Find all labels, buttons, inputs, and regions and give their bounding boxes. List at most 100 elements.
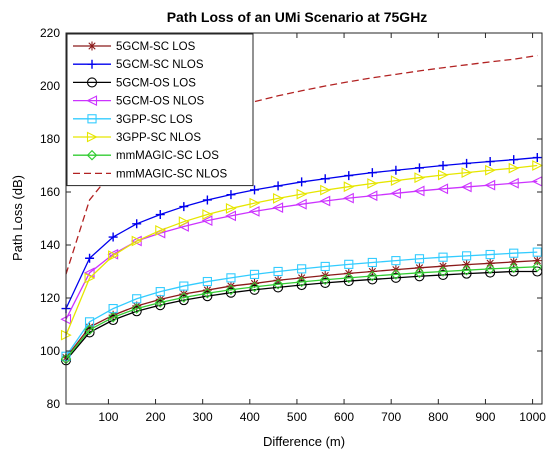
- series-6-point-17: [461, 264, 472, 276]
- series-4-point-11: [320, 261, 330, 272]
- series-2-point-8: [249, 284, 260, 295]
- legend-marker-1: [87, 59, 97, 69]
- series-2-point-19: [508, 266, 519, 277]
- series-3-point-8: [248, 205, 260, 217]
- series-6-point-16: [437, 266, 449, 277]
- series-6-point-6: [202, 287, 213, 299]
- legend-label-2: 5GCM-OS LOS: [116, 77, 196, 89]
- series-6-point-14: [390, 269, 402, 280]
- series-1-point-15: [414, 163, 424, 173]
- series-1-point-4: [155, 210, 165, 220]
- x-tick-label-8: 900: [475, 410, 495, 424]
- series-2-point-12: [343, 275, 354, 287]
- y-tick-label-1: 100: [40, 344, 60, 358]
- series-2-point-17: [461, 268, 472, 279]
- series-3-point-1: [83, 267, 95, 279]
- series-6-point-12: [343, 272, 355, 284]
- series-4-point-12: [344, 259, 354, 269]
- legend-entry-5: 3GPP-SC NLOS: [73, 131, 201, 144]
- series-1-point-19: [509, 155, 519, 165]
- series-0-point-7: [226, 281, 236, 291]
- series-2-point-16: [437, 269, 449, 280]
- series-5-point-11: [320, 184, 331, 196]
- series-1-point-7: [226, 190, 236, 200]
- series-5-point-2: [108, 250, 119, 261]
- y-tick-label-5: 180: [40, 132, 60, 146]
- series-line-3: [65, 180, 538, 320]
- series-5-point-13: [367, 178, 379, 189]
- series-4-point-7: [226, 273, 236, 283]
- series-6-point-8: [249, 281, 260, 293]
- series-4-point-8: [249, 269, 260, 280]
- series-1-point-1: [85, 253, 95, 263]
- series-5-point-3: [131, 235, 143, 247]
- legend: 5GCM-SC LOS 5GCM-SC NLOS 5GCM-OS LOS 5GCM-O…: [66, 33, 254, 187]
- legend-box: [66, 33, 254, 187]
- y-axis-label: Path Loss (dB): [10, 175, 25, 261]
- series-2-point-10: [296, 279, 307, 291]
- series-4-point-15: [414, 254, 425, 264]
- legend-marker-3: [86, 95, 98, 106]
- series-3-point-13: [366, 190, 378, 202]
- y-tick-label-6: 200: [40, 79, 60, 93]
- series-1-point-16: [438, 161, 448, 170]
- series-1-point-2: [108, 232, 118, 242]
- series-3-point-14: [390, 187, 401, 199]
- series-0-point-18: [485, 258, 495, 268]
- legend-marker-2: [86, 77, 98, 88]
- series-6-point-7: [225, 284, 237, 296]
- series-6-point-13: [367, 270, 378, 282]
- series-4-point-17: [461, 251, 472, 261]
- series-6-point-2: [107, 312, 119, 323]
- series-5-point-10: [296, 188, 308, 200]
- plot-frame: [65, 32, 543, 405]
- series-1-point-6: [202, 195, 212, 205]
- legend-label-1: 5GCM-SC NLOS: [116, 59, 204, 71]
- series-2: [60, 266, 543, 366]
- series-2-point-6: [202, 291, 213, 302]
- series-4-point-14: [391, 256, 401, 266]
- series-3-point-18: [484, 179, 496, 191]
- series-2-point-15: [414, 271, 425, 282]
- series-5-point-8: [249, 197, 261, 209]
- series-2-point-5: [178, 295, 189, 306]
- series-5-point-5: [178, 216, 190, 228]
- series-0-point-8: [250, 278, 260, 288]
- series-4: [61, 247, 542, 361]
- series-0-point-16: [438, 261, 448, 271]
- series-3-point-10: [295, 198, 307, 210]
- legend-entry-4: 3GPP-SC LOS: [73, 114, 193, 126]
- legend-entry-2: 5GCM-OS LOS: [73, 77, 196, 89]
- legend-entry-7: mmMAGIC-SC NLOS: [73, 168, 228, 180]
- series-5-point-12: [343, 181, 355, 193]
- series-4-point-3: [132, 294, 142, 304]
- series-1-point-10: [297, 177, 307, 187]
- series-6-point-15: [414, 267, 425, 279]
- x-tick-label-6: 700: [381, 410, 401, 424]
- series-3-point-15: [413, 185, 425, 197]
- legend-entry-6: mmMAGIC-SC LOS: [73, 149, 219, 162]
- series-6-point-19: [508, 262, 520, 274]
- series-2-point-4: [155, 300, 166, 311]
- series-5-point-14: [390, 175, 402, 186]
- series-4-point-9: [273, 266, 283, 277]
- series-3-point-7: [225, 210, 237, 222]
- series-6-point-10: [296, 276, 307, 288]
- series-5-point-20: [532, 160, 544, 171]
- x-tick-label-4: 500: [287, 410, 307, 424]
- series-layer: [60, 54, 544, 366]
- series-5-point-4: [155, 225, 166, 236]
- series-1-point-11: [320, 174, 330, 184]
- series-2-point-3: [131, 306, 142, 317]
- series-6-point-18: [484, 263, 496, 275]
- series-5-point-7: [225, 203, 237, 214]
- series-3-point-19: [507, 177, 519, 189]
- series-2-point-1: [84, 327, 95, 338]
- series-1-point-5: [179, 202, 189, 212]
- x-tick-label-5: 600: [334, 410, 354, 424]
- legend-label-6: mmMAGIC-SC LOS: [116, 150, 219, 162]
- legend-entry-0: 5GCM-SC LOS: [73, 41, 196, 53]
- series-4-point-6: [202, 276, 212, 287]
- y-tick-label-0: 80: [47, 397, 61, 411]
